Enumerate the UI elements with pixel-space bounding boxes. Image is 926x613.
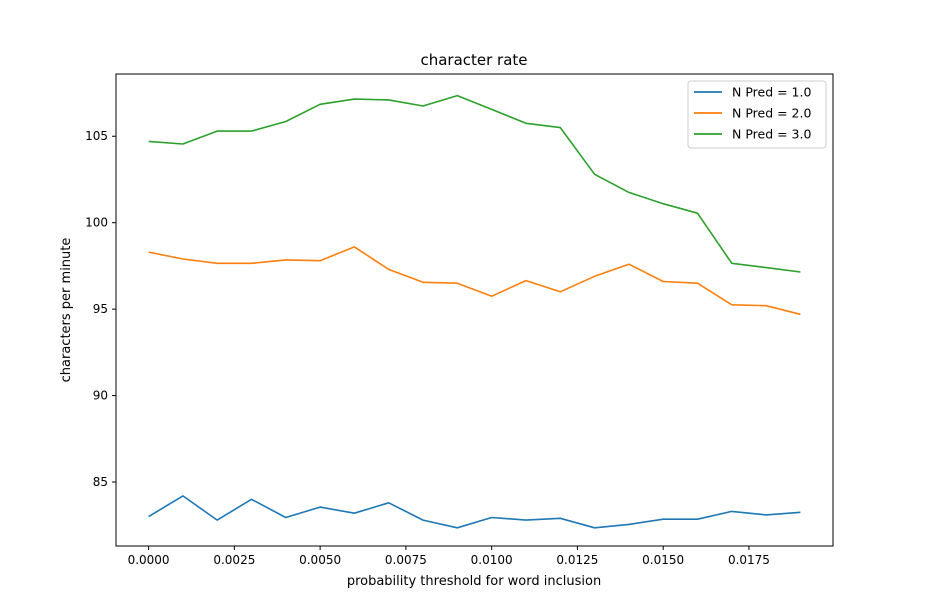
x-tick-label: 0.0050: [299, 553, 341, 567]
legend-items: N Pred = 1.0 N Pred = 2.0 N Pred = 3.0: [694, 85, 811, 142]
y-tick-label: 100: [85, 216, 108, 230]
x-axis-label: probability threshold for word inclusion: [347, 574, 601, 589]
x-tick-label: 0.0100: [471, 553, 513, 567]
x-tick-label: 0.0175: [728, 553, 770, 567]
series-line-3: [148, 94, 801, 273]
chart-title: character rate: [420, 51, 527, 69]
y-axis-label: characters per minute: [59, 238, 74, 383]
plot-lines: [148, 94, 801, 529]
x-tick-label: 0.0025: [213, 553, 255, 567]
legend: N Pred = 1.0 N Pred = 2.0 N Pred = 3.0: [687, 80, 827, 149]
x-tick-label: 0.0150: [642, 553, 684, 567]
legend-frame: [687, 80, 827, 149]
series-line-1: [148, 495, 801, 529]
series-line-2: [148, 246, 801, 316]
legend-label-1: N Pred = 1.0: [732, 85, 811, 100]
x-tick-label: 0.0000: [128, 553, 170, 567]
x-tick-label: 0.0125: [556, 553, 598, 567]
y-tick-label: 105: [85, 129, 108, 143]
plot-frame: [115, 73, 834, 547]
legend-label-2: N Pred = 2.0: [732, 106, 811, 121]
x-axis-ticks: 0.0000 0.0025 0.0050 0.0075 0.0100 0.0125 0.01…: [128, 546, 770, 567]
y-tick-label: 90: [93, 389, 108, 403]
y-tick-label: 85: [93, 475, 108, 489]
x-tick-label: 0.0075: [385, 553, 427, 567]
y-tick-label: 95: [93, 302, 108, 316]
legend-label-3: N Pred = 3.0: [732, 127, 811, 142]
y-axis-ticks: 85 90 95 100 105: [85, 129, 116, 489]
